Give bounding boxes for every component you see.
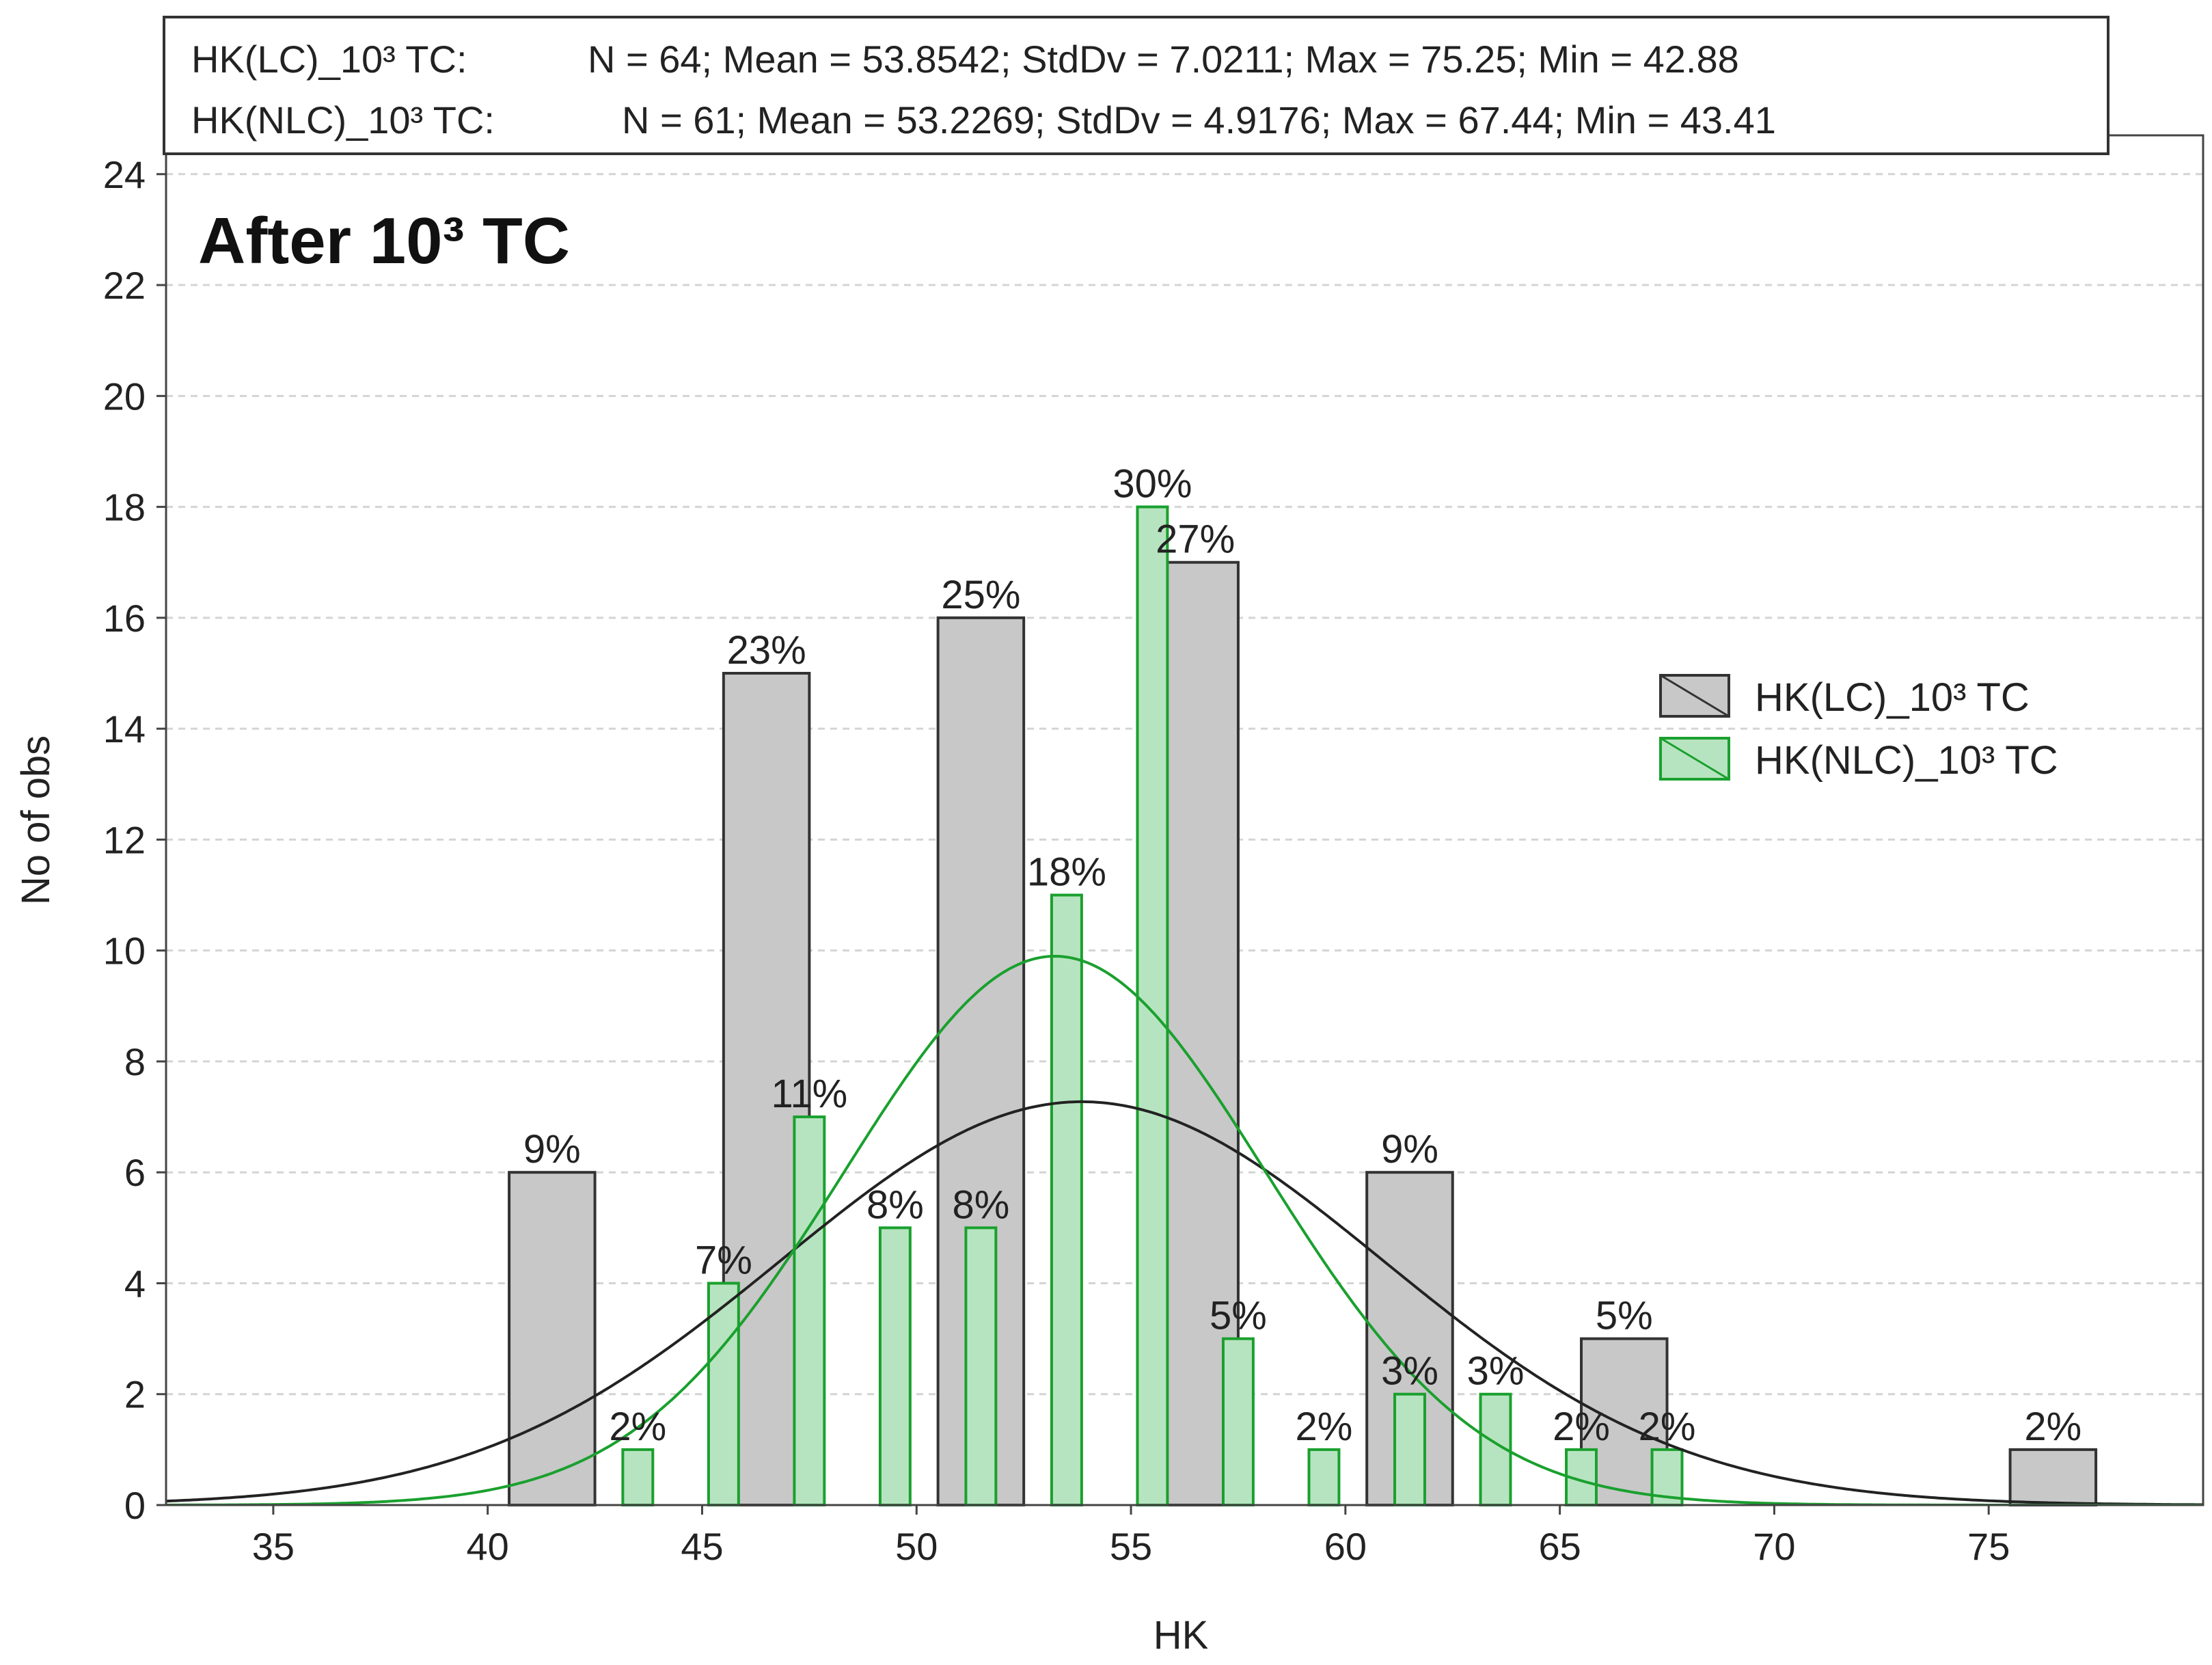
stats-nlc-values: N = 61; Mean = 53.2269; StdDv = 4.9176; … (622, 98, 1776, 141)
nlc-bar (1393, 1392, 1426, 1506)
y-tick-label: 10 (103, 930, 146, 973)
nlc-bar-label: 5% (1210, 1294, 1267, 1338)
nlc-bar-label: 2% (1639, 1405, 1696, 1449)
lc-bar-label: 9% (1381, 1127, 1438, 1172)
lc-bar (2008, 1448, 2098, 1507)
nlc-bar-label: 11% (771, 1072, 847, 1116)
lc-bar (508, 1171, 597, 1506)
y-tick-label: 2 (124, 1373, 146, 1416)
stats-lc-series: HK(LC)_10³ TC: (191, 38, 467, 81)
nlc-bar (1307, 1448, 1341, 1507)
y-tick-label: 22 (103, 264, 146, 307)
nlc-bar-label: 8% (952, 1182, 1009, 1227)
nlc-bar (1050, 893, 1083, 1507)
lc-bar-label: 25% (941, 573, 1020, 617)
nlc-bar-label: 2% (609, 1405, 666, 1449)
nlc-bar (1221, 1337, 1255, 1507)
grid-lines (166, 173, 2203, 1396)
nlc-bar-label: 30% (1112, 462, 1192, 506)
y-tick-label: 4 (124, 1262, 146, 1305)
y-tick-label: 20 (103, 375, 146, 418)
legend-swatch-lc-diagonal (1660, 674, 1730, 718)
legend-label-nlc: HK(NLC)_10³ TC (1755, 738, 2058, 783)
nlc-bar-label: 2% (1296, 1405, 1353, 1449)
y-tick-label: 0 (124, 1484, 146, 1527)
lc-bar-label: 2% (2024, 1405, 2081, 1449)
lc-bar-label: 27% (1156, 517, 1235, 562)
lc-bar-label: 5% (1596, 1294, 1653, 1338)
stats-nlc-series: HK(NLC)_10³ TC: (191, 98, 495, 141)
nlc-bar-label: 2% (1553, 1405, 1610, 1449)
nlc-bar (1136, 505, 1169, 1507)
nlc-bar (964, 1226, 998, 1507)
stats-box: HK(LC)_10³ TC: N = 64; Mean = 53.8542; S… (163, 16, 2109, 155)
x-tick-label: 55 (1110, 1525, 1152, 1568)
stats-lc-values: N = 64; Mean = 53.8542; StdDv = 7.0211; … (588, 38, 1739, 81)
lc-bar-label: 9% (523, 1127, 581, 1172)
y-axis-title: No of obs (14, 735, 58, 905)
bar-percentage-labels: 9% 23% 25% 27% 9% 5% 2% 2% 7% 11% 8% 8% 18% 30% 5% 2% 3%… (523, 462, 2081, 1449)
nlc-bar-label: 3% (1467, 1349, 1525, 1394)
y-tick-label: 12 (103, 818, 146, 861)
y-tick-label: 6 (124, 1151, 146, 1194)
x-tick-label: 40 (467, 1525, 509, 1568)
legend-swatch-nlc-diagonal (1660, 737, 1730, 781)
y-tick-label: 24 (103, 153, 146, 196)
x-tick-label: 50 (895, 1525, 938, 1568)
nlc-bar (878, 1226, 912, 1507)
nlc-bar (621, 1448, 655, 1507)
legend-item-nlc: HK(NLC)_10³ TC (1659, 737, 2058, 783)
nlc-bar (707, 1282, 740, 1506)
y-tick-label: 18 (103, 486, 146, 529)
y-tick-label: 8 (124, 1040, 146, 1083)
nlc-bar-label: 7% (695, 1238, 752, 1282)
legend-item-lc: HK(LC)_10³ TC (1659, 674, 2030, 720)
x-axis-title: HK (1153, 1613, 1209, 1657)
x-tick-label: 70 (1753, 1525, 1795, 1568)
legend: HK(LC)_10³ TC HK(NLC)_10³ TC (1659, 674, 2058, 783)
x-tick-label: 45 (681, 1525, 723, 1568)
lc-bar-label: 23% (727, 628, 806, 673)
panel-title: After 10³ TC (198, 204, 570, 278)
x-tick-label: 35 (252, 1525, 295, 1568)
nlc-bar-label: 8% (866, 1182, 924, 1227)
lc-normal-curve (166, 1100, 2203, 1505)
y-tick-label: 14 (103, 707, 146, 750)
x-tick-label: 65 (1538, 1525, 1581, 1568)
x-tick-label: 75 (1967, 1525, 2010, 1568)
nlc-bar-label: 18% (1027, 850, 1106, 895)
y-tick-label: 16 (103, 597, 146, 640)
legend-label-lc: HK(LC)_10³ TC (1755, 675, 2030, 720)
nlc-bar (793, 1115, 826, 1507)
nlc-bar-label: 3% (1381, 1349, 1438, 1394)
x-tick-label: 60 (1324, 1525, 1367, 1568)
